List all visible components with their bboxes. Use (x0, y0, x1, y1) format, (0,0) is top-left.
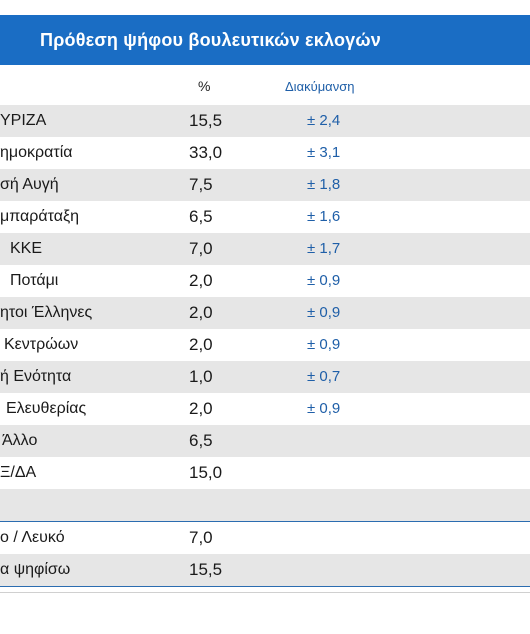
table-row: Κεντρώων 2,0 ± 0,9 (0, 329, 530, 361)
party-name: ή Ενότητα (0, 368, 72, 385)
margin-value: ± 2,4 (307, 112, 341, 129)
party-name: ΚΚΕ (10, 240, 43, 257)
margin-value: ± 0,9 (307, 272, 341, 289)
percent-value: 15,0 (189, 463, 223, 482)
party-name: ητοι Έλληνες (0, 304, 93, 321)
table-row: σή Αυγή 7,5 ± 1,8 (0, 169, 530, 201)
table-row: ημοκρατία 33,0 ± 3,1 (0, 137, 530, 169)
margin-value: ± 3,1 (307, 144, 341, 161)
table-title: Πρόθεση ψήφου βουλευτικών εκλογών (0, 15, 530, 65)
table-row: ή Ενότητα 1,0 ± 0,7 (0, 361, 530, 393)
margin-value: ± 0,9 (307, 304, 341, 321)
party-name: Κεντρώων (4, 336, 79, 353)
table-row (0, 489, 530, 522)
percent-value: 7,0 (189, 239, 213, 258)
table-row: Άλλο 6,5 (0, 425, 530, 457)
margin-value: ± 1,6 (307, 208, 341, 225)
table-row: ΚΚΕ 7,0 ± 1,7 (0, 233, 530, 265)
margin-value: ± 0,9 (307, 336, 341, 353)
party-name: α ψηφίσω (0, 561, 71, 578)
party-name: Ξ/ΔΑ (0, 464, 37, 481)
percent-value: 2,0 (189, 335, 213, 354)
party-name: Άλλο (2, 432, 38, 449)
table-row: μπαράταξη 6,5 ± 1,6 (0, 201, 530, 233)
percent-value: 6,5 (189, 207, 213, 226)
table-row: Ελευθερίας 2,0 ± 0,9 (0, 393, 530, 425)
margin-value: ± 1,7 (307, 240, 341, 257)
party-name: Ποτάμι (10, 272, 59, 289)
table-row: ο / Λευκό 7,0 (0, 522, 530, 554)
table-row: α ψηφίσω 15,5 (0, 554, 530, 587)
header-margin: Διακύμανση (285, 79, 355, 94)
table-row: Ποτάμι 2,0 ± 0,9 (0, 265, 530, 297)
percent-value: 7,5 (189, 175, 213, 194)
party-name: ΥΡΙΖΑ (0, 112, 47, 129)
header-percent: % (198, 78, 211, 94)
percent-value: 7,0 (189, 528, 213, 547)
party-name: ημοκρατία (0, 144, 73, 161)
margin-value: ± 0,9 (307, 400, 341, 417)
table-header: % Διακύμανση (0, 72, 530, 102)
poll-table: ΥΡΙΖΑ 15,5 ± 2,4 ημοκρατία 33,0 ± 3,1 σή… (0, 105, 530, 587)
table-row: Ξ/ΔΑ 15,0 (0, 457, 530, 489)
margin-value: ± 1,8 (307, 176, 341, 193)
party-name: μπαράταξη (0, 208, 80, 225)
percent-value: 15,5 (189, 560, 223, 579)
party-name: σή Αυγή (0, 176, 59, 193)
percent-value: 2,0 (189, 303, 213, 322)
bottom-divider (0, 592, 530, 593)
table-row: ητοι Έλληνες 2,0 ± 0,9 (0, 297, 530, 329)
party-name: Ελευθερίας (6, 400, 87, 417)
margin-value: ± 0,7 (307, 368, 341, 385)
percent-value: 6,5 (189, 431, 213, 450)
percent-value: 2,0 (189, 399, 213, 418)
party-name: ο / Λευκό (0, 529, 65, 546)
percent-value: 1,0 (189, 367, 213, 386)
percent-value: 2,0 (189, 271, 213, 290)
percent-value: 15,5 (189, 111, 223, 130)
table-row: ΥΡΙΖΑ 15,5 ± 2,4 (0, 105, 530, 137)
percent-value: 33,0 (189, 143, 223, 162)
